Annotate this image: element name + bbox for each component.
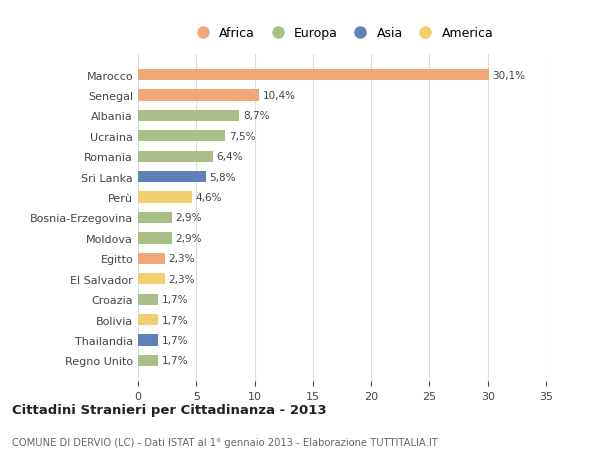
Bar [138, 131, 226, 142]
Text: 2,9%: 2,9% [175, 213, 202, 223]
Bar [138, 233, 172, 244]
Bar [138, 213, 172, 224]
Bar [138, 274, 165, 285]
Bar [138, 294, 158, 305]
Bar [138, 335, 158, 346]
Text: 1,7%: 1,7% [161, 356, 188, 365]
Text: 1,7%: 1,7% [161, 315, 188, 325]
Text: 1,7%: 1,7% [161, 335, 188, 345]
Bar [138, 192, 191, 203]
Bar [138, 90, 259, 101]
Bar [138, 111, 239, 122]
Legend: Africa, Europa, Asia, America: Africa, Europa, Asia, America [185, 22, 499, 45]
Bar [138, 70, 489, 81]
Text: 1,7%: 1,7% [161, 295, 188, 304]
Text: 30,1%: 30,1% [493, 71, 526, 80]
Bar [138, 151, 212, 162]
Bar [138, 253, 165, 264]
Text: 2,3%: 2,3% [169, 274, 195, 284]
Text: 6,4%: 6,4% [216, 152, 242, 162]
Bar [138, 355, 158, 366]
Text: 2,9%: 2,9% [175, 233, 202, 243]
Text: 2,3%: 2,3% [169, 254, 195, 264]
Bar [138, 172, 206, 183]
Bar [138, 314, 158, 325]
Text: COMUNE DI DERVIO (LC) - Dati ISTAT al 1° gennaio 2013 - Elaborazione TUTTITALIA.: COMUNE DI DERVIO (LC) - Dati ISTAT al 1°… [12, 437, 438, 447]
Text: 10,4%: 10,4% [263, 91, 296, 101]
Text: Cittadini Stranieri per Cittadinanza - 2013: Cittadini Stranieri per Cittadinanza - 2… [12, 403, 326, 416]
Text: 8,7%: 8,7% [243, 111, 269, 121]
Text: 5,8%: 5,8% [209, 172, 236, 182]
Text: 4,6%: 4,6% [195, 193, 221, 203]
Text: 7,5%: 7,5% [229, 132, 256, 141]
